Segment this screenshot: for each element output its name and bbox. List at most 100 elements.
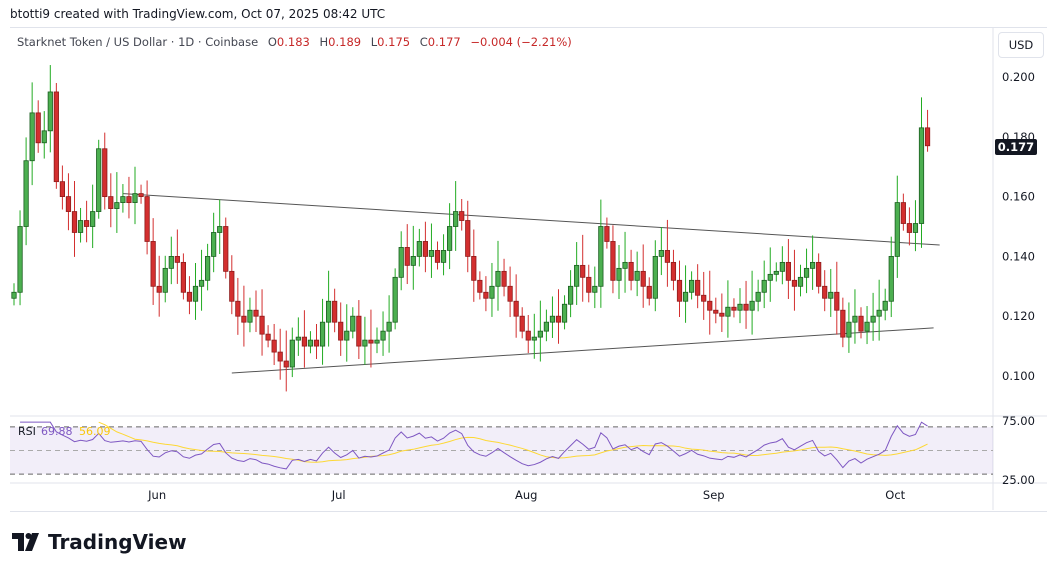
candle	[47, 65, 53, 153]
candle	[374, 327, 380, 354]
candle-body-down	[422, 241, 429, 257]
candle	[761, 260, 767, 309]
candle	[265, 325, 271, 348]
time-axis[interactable]: Jun Jul Aug Sep Oct	[147, 488, 906, 502]
candle	[489, 262, 495, 317]
candle-body-up	[29, 112, 35, 162]
candle-body-up	[168, 255, 174, 269]
candle-body-up	[912, 223, 919, 233]
candle	[755, 279, 761, 312]
candle	[471, 229, 477, 302]
candle	[332, 288, 338, 333]
candle-body-down	[65, 196, 72, 212]
candle-body-up	[495, 270, 501, 287]
candle-body-up	[114, 202, 120, 209]
candle-body-down	[834, 291, 840, 311]
candle	[519, 307, 525, 339]
candle-body-down	[174, 255, 180, 263]
candle	[144, 180, 150, 255]
candle	[604, 217, 610, 249]
candle	[749, 270, 755, 335]
candle-body-down	[241, 315, 247, 323]
candle-body-down	[253, 309, 259, 317]
candle-body-up	[882, 300, 888, 311]
candle	[622, 231, 628, 293]
candle-body-down	[664, 250, 671, 263]
candle	[882, 288, 888, 321]
candle-body-up	[11, 291, 17, 299]
candle	[912, 200, 919, 252]
candle-body-down	[465, 220, 471, 257]
candle-body-up	[325, 300, 332, 323]
candle-body-down	[459, 211, 465, 221]
candle	[664, 219, 671, 287]
currency-button[interactable]: USD	[998, 32, 1044, 58]
rsi-tick: 25.00	[1002, 473, 1035, 487]
candle	[277, 328, 283, 380]
symbol-name[interactable]: Starknet Token / US Dollar · 1D · Coinba…	[17, 35, 259, 49]
candle	[350, 307, 356, 339]
candle-body-up	[398, 247, 404, 278]
last-price-bg	[995, 139, 1037, 155]
candle	[531, 313, 537, 359]
candle	[204, 243, 211, 291]
candle	[289, 327, 295, 378]
chart-credit: btotti9 created with TradingView.com, Oc…	[10, 7, 386, 21]
candle-body-up	[289, 339, 295, 368]
trendlines[interactable]	[122, 193, 940, 374]
candle-body-down	[156, 285, 162, 293]
candle-body-up	[41, 130, 47, 144]
candle	[223, 217, 229, 279]
open-value: 0.183	[276, 35, 310, 49]
candle	[138, 184, 144, 204]
candle	[150, 218, 156, 305]
candle-body-down	[507, 285, 513, 302]
candle-body-up	[870, 315, 876, 323]
candle	[325, 270, 332, 347]
candle-body-up	[689, 279, 695, 293]
candle-body-up	[132, 193, 138, 203]
candle	[307, 331, 314, 354]
candle-body-down	[477, 279, 483, 293]
rsi-pane[interactable]: 75.00 25.00	[10, 414, 1035, 487]
candle	[495, 240, 501, 311]
candle-body-up	[295, 336, 301, 341]
candle	[574, 242, 580, 305]
tradingview-logo[interactable]: TradingView	[12, 530, 187, 554]
candle-body-down	[670, 261, 677, 281]
candle	[695, 264, 701, 309]
candle	[773, 262, 779, 282]
candle	[682, 265, 689, 323]
open-label: O	[267, 35, 277, 49]
candle-body-down	[71, 211, 78, 233]
candle	[477, 271, 483, 300]
candle-body-up	[894, 202, 900, 257]
candle-body-down	[707, 300, 713, 311]
candle	[876, 279, 882, 341]
candle	[344, 304, 350, 362]
candle	[174, 229, 180, 284]
candle-body-up	[217, 226, 223, 233]
candle-body-up	[755, 291, 761, 302]
candle	[11, 283, 17, 306]
candle	[380, 311, 386, 356]
candle	[537, 300, 543, 362]
price-tick: 0.160	[1002, 190, 1035, 204]
candle	[229, 255, 235, 315]
candle	[803, 248, 810, 294]
candle	[828, 268, 834, 317]
candle-body-up	[453, 211, 459, 227]
candle-body-up	[725, 306, 731, 317]
trendline	[122, 193, 940, 246]
candle	[84, 200, 90, 243]
candle-body-up	[779, 261, 785, 272]
rsi-ma-line	[98, 421, 928, 463]
candle-body-up	[192, 285, 199, 302]
candle-body-down	[713, 309, 719, 314]
candle	[217, 199, 223, 255]
candle-body-down	[138, 193, 144, 198]
candle-body-up	[592, 285, 598, 293]
candle-body-up	[918, 127, 925, 224]
